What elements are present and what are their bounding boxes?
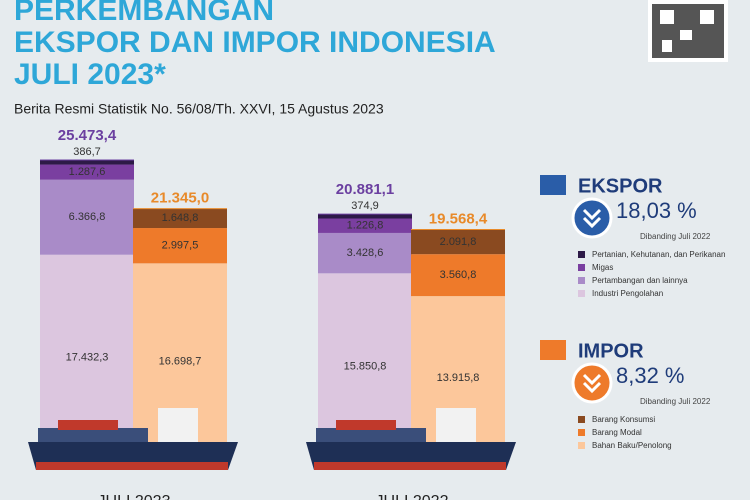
ship-cargo <box>38 428 148 444</box>
ship-hull-bottom <box>36 462 228 470</box>
title-line: JULI 2023* <box>14 58 166 91</box>
panel-heading: IMPOR <box>578 340 644 362</box>
ship-bridge <box>158 408 198 444</box>
bar-segment <box>40 160 134 165</box>
change-label: 18,03 % <box>616 198 697 223</box>
ship-cargo <box>336 420 396 430</box>
bar-segment <box>40 164 134 180</box>
segment-label: 1.226,8 <box>347 220 384 232</box>
x-tick-label: JULI 2023 <box>98 493 171 500</box>
title-line: PERKEMBANGAN <box>14 0 274 27</box>
ship <box>28 408 238 470</box>
segment-label: 2.091,8 <box>440 236 477 248</box>
change-label: 8,32 % <box>616 363 685 388</box>
panel-icon <box>540 340 566 360</box>
segment-label: 386,7 <box>73 146 101 158</box>
ship-cargo <box>58 420 118 430</box>
legend-label: Pertanian, Kehutanan, dan Perikanan <box>592 250 725 259</box>
bar-segment <box>318 232 412 274</box>
bar-segment <box>133 208 227 229</box>
bar-segment <box>411 254 505 297</box>
legend-label: Bahan Baku/Penolong <box>592 441 672 450</box>
legend-swatch <box>578 416 585 423</box>
change-arrow <box>582 208 602 229</box>
legend-label: Barang Modal <box>592 428 642 437</box>
subtitle: Berita Resmi Statistik No. 56/08/Th. XXV… <box>14 101 384 117</box>
legend-swatch <box>578 290 585 297</box>
segment-label: 2.997,5 <box>162 240 199 252</box>
segment-label: 6.366,8 <box>69 211 106 223</box>
title-line: EKSPOR DAN IMPOR INDONESIA <box>14 26 496 59</box>
segment-label: 16.698,7 <box>159 356 202 368</box>
total-label: 25.473,4 <box>58 127 117 144</box>
total-label: 20.881,1 <box>336 181 394 198</box>
ship-bridge <box>436 408 476 444</box>
legend-label: Migas <box>592 263 613 272</box>
segment-label: 3.560,8 <box>440 269 477 281</box>
segment-label: 374,9 <box>351 200 379 212</box>
ship <box>306 408 516 470</box>
legend-swatch <box>578 264 585 271</box>
legend-swatch <box>578 251 585 258</box>
change-note: Dibanding Juli 2022 <box>640 232 711 241</box>
legend-swatch <box>578 429 585 436</box>
legend-label: Industri Pengolahan <box>592 289 663 298</box>
panel-heading: EKSPOR <box>578 175 663 197</box>
total-label: 21.345,0 <box>151 190 209 207</box>
bar-segment <box>40 179 134 255</box>
segment-label: 17.432,3 <box>66 351 109 363</box>
qr-code <box>648 0 728 62</box>
segment-label: 1.287,6 <box>69 166 106 178</box>
total-label: 19.568,4 <box>429 211 488 228</box>
panel-icon <box>540 175 566 195</box>
ship-hull-bottom <box>314 462 506 470</box>
legend-label: Barang Konsumsi <box>592 415 655 424</box>
change-arrow <box>582 373 602 394</box>
segment-label: 15.850,8 <box>344 361 387 373</box>
bar-segment <box>318 214 412 219</box>
bar-segment <box>133 228 227 264</box>
x-tick-label: JULI 2022 <box>376 493 449 500</box>
legend-label: Pertambangan dan lainnya <box>592 276 688 285</box>
segment-label: 3.428,6 <box>347 247 384 259</box>
bar-segment <box>411 229 505 255</box>
bar-segment <box>318 218 412 233</box>
segment-label: 13.915,8 <box>437 372 480 384</box>
segment-label: 1.648,8 <box>162 212 199 224</box>
change-note: Dibanding Juli 2022 <box>640 397 711 406</box>
legend-swatch <box>578 442 585 449</box>
ship-cargo <box>316 428 426 444</box>
legend-swatch <box>578 277 585 284</box>
